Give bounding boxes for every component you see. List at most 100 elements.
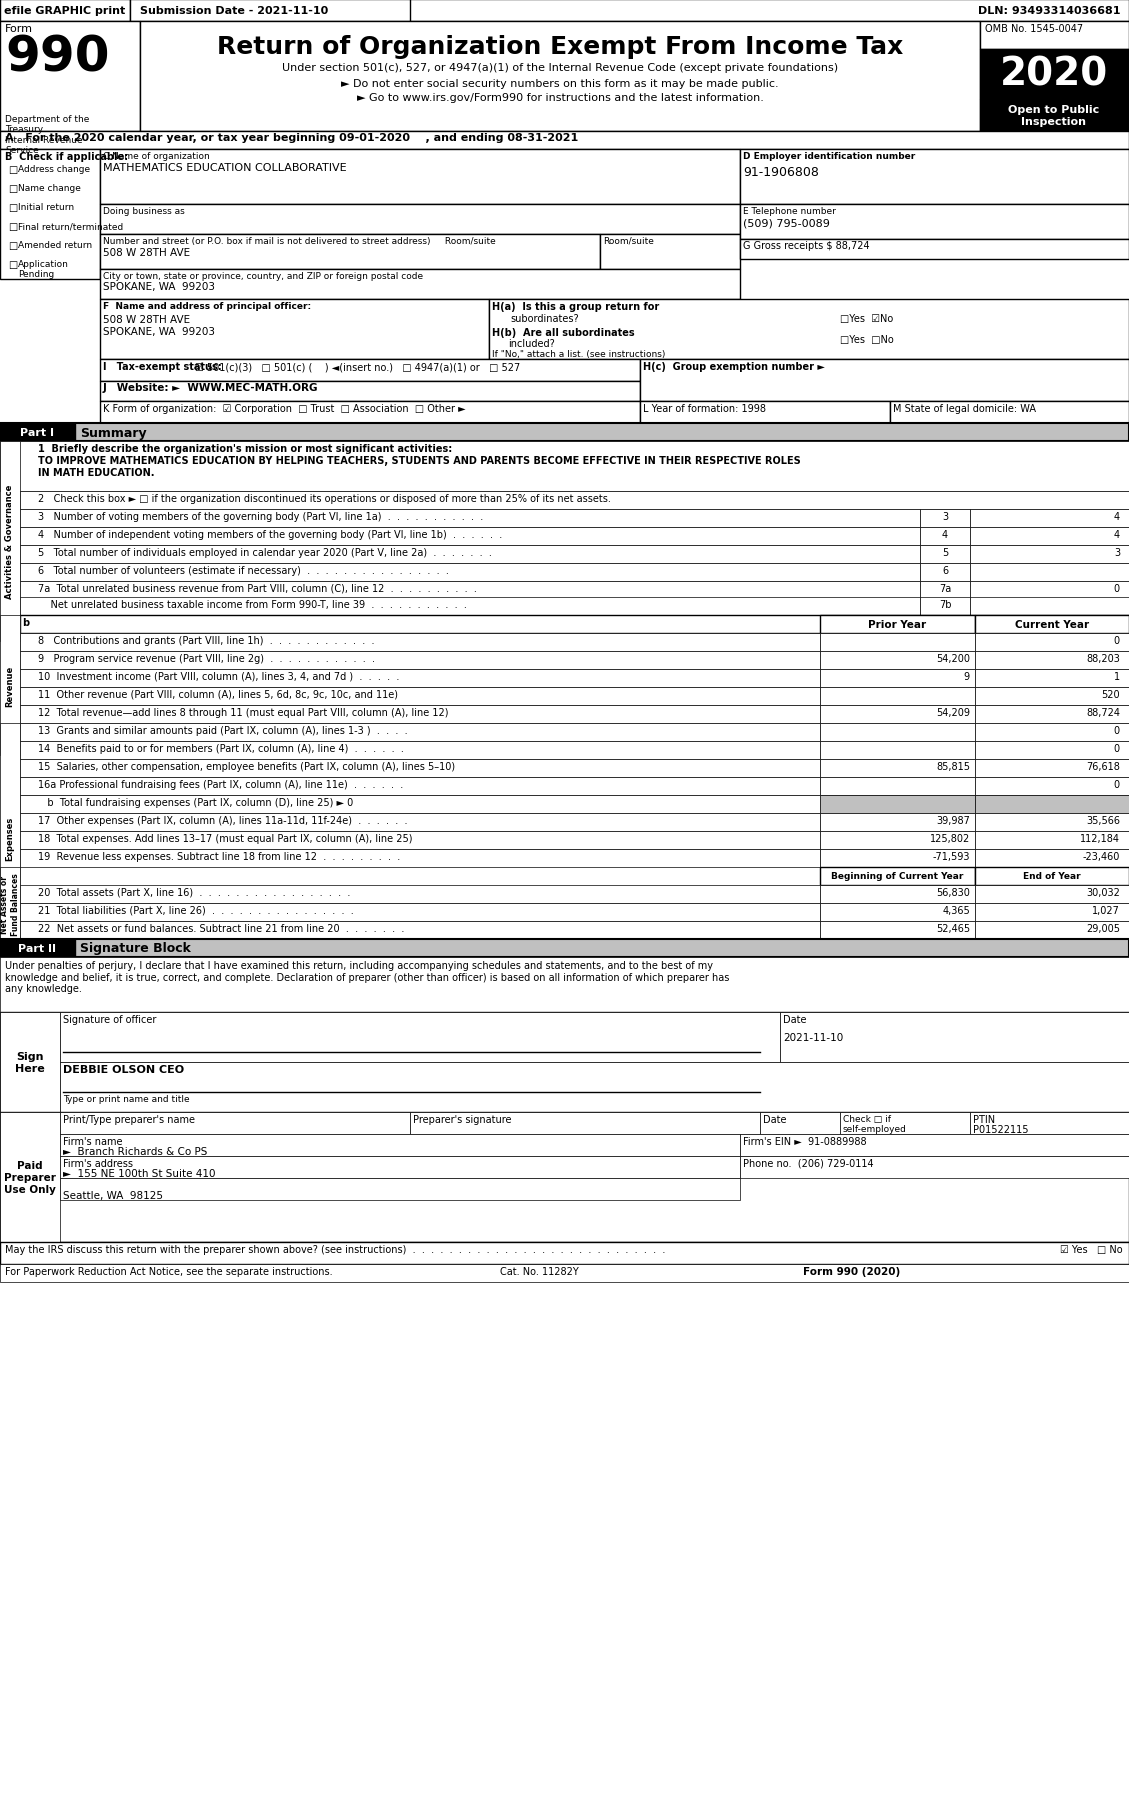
Text: Address change: Address change: [18, 164, 90, 173]
Text: 13  Grants and similar amounts paid (Part IX, column (A), lines 1-3 )  .  .  .  : 13 Grants and similar amounts paid (Part…: [38, 726, 408, 735]
Bar: [970, 582, 1129, 600]
Text: May the IRS discuss this return with the preparer shown above? (see instructions: May the IRS discuss this return with the…: [5, 1245, 665, 1254]
Bar: [975, 777, 1129, 795]
Text: Doing business as: Doing business as: [103, 206, 185, 215]
Text: Summary: Summary: [80, 426, 147, 439]
Text: ►  155 NE 100th St Suite 410: ► 155 NE 100th St Suite 410: [63, 1169, 216, 1178]
Bar: [739, 204, 1129, 240]
Bar: [820, 867, 975, 885]
Text: □: □: [8, 202, 17, 213]
Bar: [975, 922, 1129, 940]
Bar: [20, 831, 820, 849]
Text: subordinates?: subordinates?: [510, 314, 579, 323]
Text: □: □: [8, 184, 17, 193]
Text: 54,200: 54,200: [936, 654, 970, 663]
Text: (509) 795-0089: (509) 795-0089: [743, 219, 830, 228]
Text: 10  Investment income (Part VIII, column (A), lines 3, 4, and 7d )  .  .  .  .  : 10 Investment income (Part VIII, column …: [38, 672, 400, 681]
Text: Paid
Preparer
Use Only: Paid Preparer Use Only: [5, 1160, 56, 1194]
Bar: [0, 1012, 1129, 1113]
Text: b  Total fundraising expenses (Part IX, column (D), line 25) ► 0: b Total fundraising expenses (Part IX, c…: [38, 797, 353, 808]
Text: 91-1906808: 91-1906808: [743, 166, 819, 179]
Text: D Employer identification number: D Employer identification number: [743, 152, 916, 161]
Text: 88,203: 88,203: [1086, 654, 1120, 663]
Bar: [0, 616, 20, 755]
Bar: [130, 0, 410, 22]
Bar: [975, 849, 1129, 867]
Bar: [820, 904, 975, 922]
Bar: [100, 401, 640, 425]
Text: Beginning of Current Year: Beginning of Current Year: [831, 873, 963, 882]
Bar: [980, 99, 1129, 132]
Bar: [975, 759, 1129, 777]
Bar: [20, 922, 820, 940]
Bar: [975, 885, 1129, 904]
Text: 4   Number of independent voting members of the governing body (Part VI, line 1b: 4 Number of independent voting members o…: [38, 529, 502, 540]
Text: 4: 4: [1114, 529, 1120, 540]
Text: 125,802: 125,802: [930, 833, 970, 844]
Bar: [60, 1156, 739, 1178]
Text: Current Year: Current Year: [1015, 620, 1089, 629]
Text: Sign
Here: Sign Here: [15, 1052, 45, 1073]
Text: Preparer's signature: Preparer's signature: [413, 1115, 511, 1124]
Text: 11  Other revenue (Part VIII, column (A), lines 5, 6d, 8c, 9c, 10c, and 11e): 11 Other revenue (Part VIII, column (A),…: [38, 690, 399, 699]
Bar: [20, 795, 820, 813]
Bar: [820, 723, 975, 741]
Bar: [920, 510, 970, 528]
Bar: [0, 22, 140, 132]
Text: 7b: 7b: [938, 600, 952, 609]
Bar: [20, 564, 920, 582]
Bar: [975, 741, 1129, 759]
Text: 39,987: 39,987: [936, 815, 970, 826]
Bar: [20, 741, 820, 759]
Text: M State of legal domicile: WA: M State of legal domicile: WA: [893, 403, 1036, 414]
Bar: [975, 904, 1129, 922]
Text: P01522115: P01522115: [973, 1124, 1029, 1135]
Bar: [20, 670, 820, 688]
Bar: [980, 22, 1129, 51]
Text: Phone no.  (206) 729-0114: Phone no. (206) 729-0114: [743, 1158, 874, 1169]
Bar: [0, 441, 1129, 492]
Text: 4: 4: [1114, 511, 1120, 522]
Bar: [820, 652, 975, 670]
Text: PTIN: PTIN: [973, 1115, 995, 1124]
Text: J   Website: ►  WWW.MEC-MATH.ORG: J Website: ► WWW.MEC-MATH.ORG: [103, 383, 318, 392]
Text: -71,593: -71,593: [933, 851, 970, 862]
Bar: [489, 300, 1129, 360]
Text: 1  Briefly describe the organization's mission or most significant activities:: 1 Briefly describe the organization's mi…: [38, 445, 453, 454]
Text: F  Name and address of principal officer:: F Name and address of principal officer:: [103, 302, 312, 311]
Bar: [100, 381, 640, 401]
Text: 9: 9: [964, 672, 970, 681]
Bar: [0, 425, 75, 441]
Text: B  Check if applicable:: B Check if applicable:: [5, 152, 128, 163]
Text: Prior Year: Prior Year: [868, 620, 926, 629]
Bar: [970, 564, 1129, 582]
Bar: [0, 441, 20, 641]
Text: 12  Total revenue—add lines 8 through 11 (must equal Part VIII, column (A), line: 12 Total revenue—add lines 8 through 11 …: [38, 708, 448, 717]
Text: Return of Organization Exempt From Income Tax: Return of Organization Exempt From Incom…: [217, 34, 903, 60]
Text: E Telephone number: E Telephone number: [743, 206, 835, 215]
Bar: [0, 958, 1129, 1012]
Bar: [20, 849, 820, 867]
Bar: [20, 528, 920, 546]
Text: 18  Total expenses. Add lines 13–17 (must equal Part IX, column (A), line 25): 18 Total expenses. Add lines 13–17 (must…: [38, 833, 412, 844]
Text: For Paperwork Reduction Act Notice, see the separate instructions.: For Paperwork Reduction Act Notice, see …: [5, 1267, 333, 1276]
Text: Part I: Part I: [20, 428, 54, 437]
Text: 2020: 2020: [1000, 56, 1109, 94]
Bar: [820, 688, 975, 705]
Text: 508 W 28TH AVE: 508 W 28TH AVE: [103, 248, 190, 258]
Text: 112,184: 112,184: [1080, 833, 1120, 844]
Bar: [20, 813, 820, 831]
Bar: [975, 813, 1129, 831]
Text: Revenue: Revenue: [6, 665, 15, 707]
Text: b: b: [21, 618, 29, 627]
Bar: [920, 598, 970, 616]
Text: 4,365: 4,365: [943, 905, 970, 916]
Bar: [60, 1113, 410, 1135]
Text: 3: 3: [1114, 548, 1120, 558]
Bar: [980, 51, 1129, 99]
Text: H(c)  Group exemption number ►: H(c) Group exemption number ►: [644, 361, 825, 372]
Text: 2021-11-10: 2021-11-10: [784, 1032, 843, 1043]
Bar: [20, 598, 920, 616]
Text: Cat. No. 11282Y: Cat. No. 11282Y: [500, 1267, 579, 1276]
Text: 2   Check this box ► □ if the organization discontinued its operations or dispos: 2 Check this box ► □ if the organization…: [38, 493, 611, 504]
